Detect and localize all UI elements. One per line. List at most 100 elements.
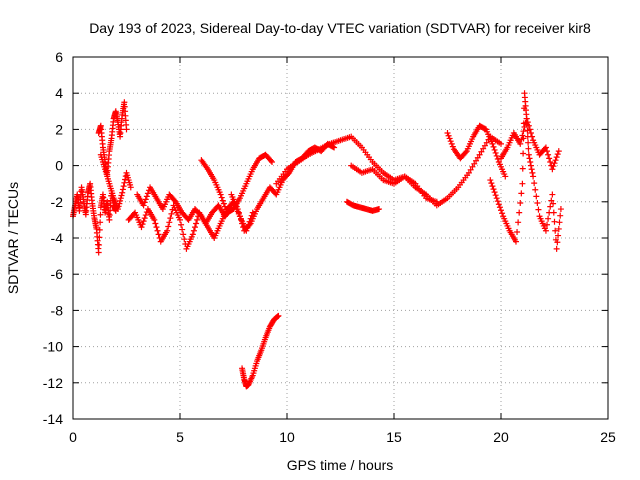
data-point	[519, 180, 526, 187]
data-point	[498, 207, 504, 214]
data-point	[525, 151, 532, 158]
data-point	[557, 212, 564, 219]
data-point	[191, 224, 198, 231]
data-point	[525, 145, 532, 152]
chart-title: Day 193 of 2023, Sidereal Day-to-day VTE…	[89, 20, 591, 36]
data-point	[548, 197, 555, 204]
data-point	[118, 192, 125, 199]
data-point	[139, 221, 146, 228]
data-point	[474, 154, 481, 161]
data-point	[444, 130, 451, 137]
data-point	[469, 163, 476, 170]
data-point	[555, 232, 562, 239]
data-point	[526, 126, 533, 133]
data-point	[518, 190, 525, 197]
y-tick-label: -12	[43, 375, 63, 391]
data-point	[483, 139, 490, 146]
data-point	[235, 209, 242, 216]
plot-frame	[72, 56, 609, 420]
data-point	[96, 241, 103, 248]
data-point	[476, 151, 483, 158]
data-point	[481, 142, 488, 149]
data-point	[193, 220, 200, 227]
data-point	[499, 210, 506, 217]
data-point	[547, 203, 554, 210]
y-tick-label: 2	[55, 121, 63, 137]
data-point	[239, 220, 246, 227]
data-point	[96, 226, 103, 233]
data-point	[552, 227, 559, 234]
data-point	[556, 219, 563, 226]
data-point	[545, 215, 552, 222]
data-point	[516, 209, 523, 216]
data-point	[144, 190, 151, 197]
data-point	[138, 224, 145, 231]
data-point	[547, 158, 554, 165]
data-point	[487, 177, 494, 184]
data-point	[492, 149, 499, 156]
data-point	[221, 203, 228, 210]
data-point	[557, 206, 564, 213]
data-point	[478, 148, 485, 155]
y-tick-label: -2	[51, 194, 64, 210]
data-point	[551, 218, 558, 225]
data-point	[514, 228, 521, 235]
y-tick-label: -6	[51, 266, 64, 282]
data-point	[488, 180, 495, 187]
data-point	[489, 183, 496, 190]
data-point	[494, 155, 501, 162]
data-point	[542, 227, 549, 234]
data-point	[165, 223, 172, 230]
data-point	[467, 166, 474, 173]
data-point	[519, 165, 526, 172]
data-point	[492, 192, 499, 199]
data-point	[552, 157, 559, 164]
data-point	[166, 219, 173, 226]
data-point	[97, 211, 104, 218]
data-point	[530, 173, 537, 180]
data-point	[549, 191, 556, 198]
data-point	[246, 221, 253, 228]
data-point	[117, 195, 124, 202]
data-point	[236, 213, 243, 220]
data-point	[489, 140, 496, 147]
x-tick-label: 25	[600, 429, 616, 445]
data-point	[446, 135, 453, 142]
data-point	[521, 123, 528, 130]
data-point	[153, 224, 160, 231]
data-point	[234, 206, 241, 213]
data-point	[524, 119, 531, 126]
y-tick-label: -14	[43, 411, 63, 427]
data-point	[527, 158, 534, 165]
data-point	[190, 227, 197, 234]
data-point	[447, 138, 454, 145]
data-point	[473, 157, 480, 164]
x-tick-label: 10	[279, 429, 295, 445]
data-point	[181, 236, 188, 243]
y-tick-label: -10	[43, 339, 63, 355]
y-axis-ticks: -14 -12 -10 -8 -6 -4 -2 0 2 4 6	[43, 49, 608, 427]
data-point	[493, 195, 500, 202]
data-point	[167, 215, 174, 222]
data-point	[194, 216, 201, 223]
data-point	[171, 197, 178, 204]
data-point	[525, 139, 532, 146]
data-point	[142, 196, 149, 203]
data-point	[116, 200, 123, 207]
data-point	[164, 227, 171, 234]
data-point	[140, 218, 147, 225]
y-axis-label: SDTVAR / TECUs	[5, 182, 21, 294]
data-point	[269, 158, 276, 165]
data-point	[545, 151, 552, 158]
data-point	[143, 193, 150, 200]
x-tick-label: 0	[69, 429, 77, 445]
data-point	[462, 149, 469, 156]
x-axis-label: GPS time / hours	[287, 457, 394, 473]
data-point	[117, 197, 124, 204]
data-point	[179, 226, 186, 233]
data-point	[490, 186, 497, 193]
data-point	[526, 155, 533, 162]
data-point	[96, 234, 103, 241]
data-point	[189, 231, 196, 238]
data-point	[554, 239, 561, 246]
